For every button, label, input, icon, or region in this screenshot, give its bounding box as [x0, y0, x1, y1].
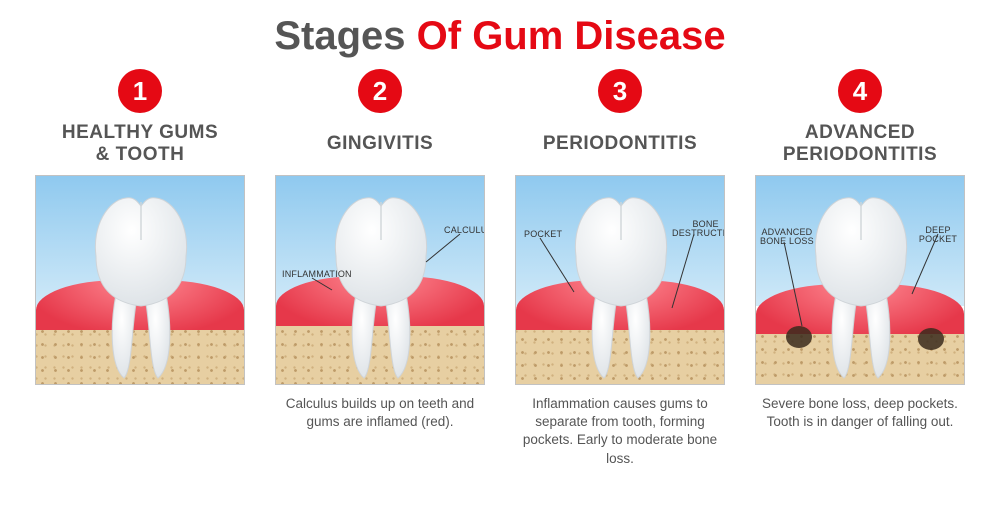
main-title: Stages Of Gum Disease [0, 14, 1000, 59]
stages-row: 1 HEALTHY GUMS & TOOTH 2 GINGIVITIS [0, 69, 1000, 468]
stage-title: HEALTHY GUMS & TOOTH [62, 121, 218, 167]
title-part-2: Of Gum Disease [417, 14, 726, 58]
tooth-diagram: ADVANCED BONE LOSS DEEP POCKET [755, 175, 965, 385]
diagram-annotation: BONE DESTRUCTION [672, 220, 725, 239]
stage-title: PERIODONTITIS [543, 121, 697, 167]
stage-1: 1 HEALTHY GUMS & TOOTH [26, 69, 254, 468]
stage-description: Inflammation causes gums to separate fro… [506, 395, 734, 468]
tooth-diagram: POCKET BONE DESTRUCTION [515, 175, 725, 385]
stage-number-badge: 3 [598, 69, 642, 113]
stage-description: Severe bone loss, deep pockets. Tooth is… [746, 395, 974, 431]
diagram-annotation: POCKET [524, 230, 562, 239]
diagram-annotation: INFLAMMATION [282, 270, 352, 279]
stage-number-badge: 1 [118, 69, 162, 113]
diagram-annotation: ADVANCED BONE LOSS [760, 228, 814, 247]
diagram-annotation: CALCULUS [444, 226, 485, 235]
stage-title: ADVANCED PERIODONTITIS [783, 121, 937, 167]
stage-title: GINGIVITIS [327, 121, 433, 167]
tooth-diagram: INFLAMMATION CALCULUS [275, 175, 485, 385]
tooth-diagram [35, 175, 245, 385]
diagram-annotation: DEEP POCKET [912, 226, 964, 245]
stage-description: Calculus builds up on teeth and gums are… [266, 395, 494, 431]
title-part-1: Stages [274, 14, 416, 58]
stage-4: 4 ADVANCED PERIODONTITIS ADVANCED BONE LO… [746, 69, 974, 468]
stage-number-badge: 4 [838, 69, 882, 113]
stage-3: 3 PERIODONTITIS POCKET BONE DESTRUCTION Inf… [506, 69, 734, 468]
stage-2: 2 GINGIVITIS INFLAMMATION CALCULUS Calculus… [266, 69, 494, 468]
stage-number-badge: 2 [358, 69, 402, 113]
